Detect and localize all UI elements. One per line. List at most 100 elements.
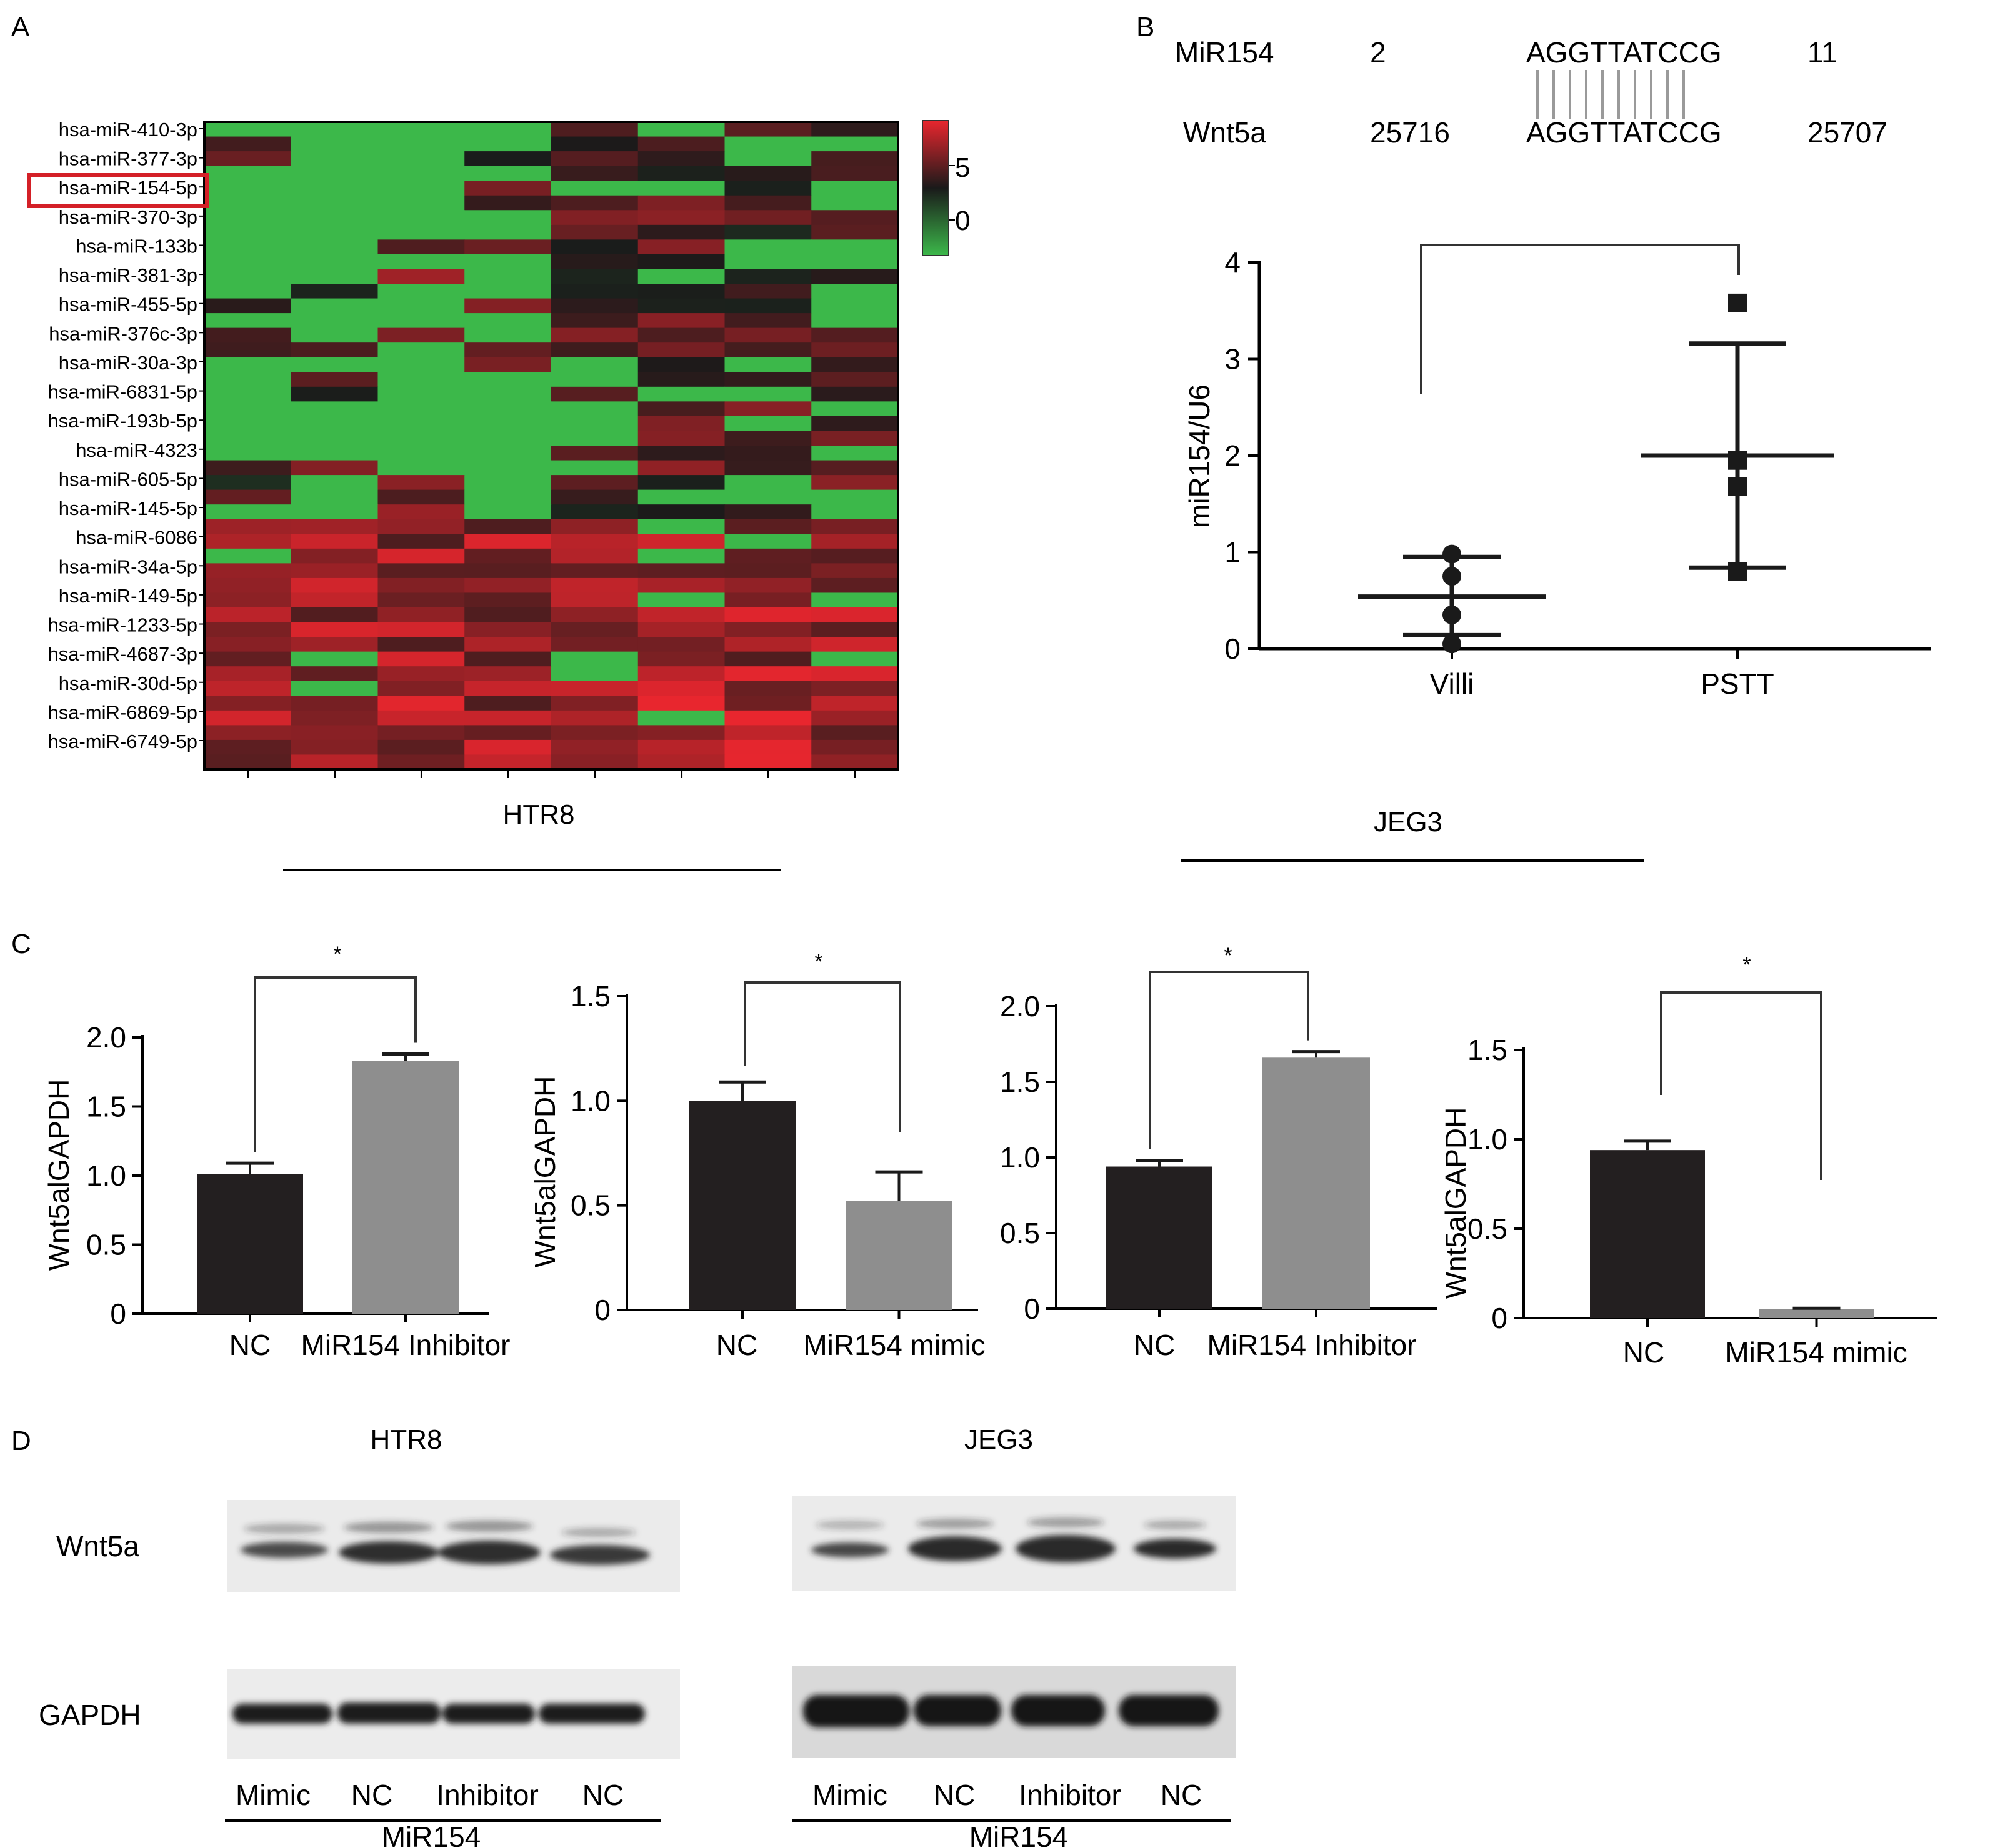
heatmap-cell <box>377 269 465 284</box>
data-point <box>1728 293 1747 312</box>
significance-star: * <box>814 950 822 974</box>
heatmap-cell <box>551 342 639 358</box>
heatmap-cell <box>377 416 465 432</box>
heatmap-cell <box>464 696 552 711</box>
heatmap-cell <box>637 372 726 387</box>
heatmap-cell <box>377 136 465 152</box>
heatmap-cell <box>551 637 639 652</box>
heatmap-cell <box>551 696 639 711</box>
heatmap-cell <box>291 284 379 299</box>
y-axis-title: Wnt5alGAPDH <box>529 1076 561 1268</box>
heatmap-cell <box>637 327 726 343</box>
heatmap-cell <box>204 696 292 711</box>
heatmap-cell <box>551 475 639 491</box>
heatmap-row-label: hsa-miR-145-5p <box>59 497 197 519</box>
heatmap-cell <box>377 327 465 343</box>
heatmap-cell <box>811 534 899 549</box>
heatmap-cell <box>811 577 899 594</box>
heatmap-cell <box>204 637 292 652</box>
heatmap-cell <box>291 136 379 152</box>
heatmap-cell <box>637 681 726 696</box>
heatmap-row-label: hsa-miR-193b-5p <box>48 410 198 432</box>
y-tick-label: 1.5 <box>1467 1034 1507 1066</box>
heatmap-cell <box>637 651 726 667</box>
heatmap-cell <box>204 651 292 667</box>
scatter-chart-b: 0 1 2 3 4 miR154/U6 Villi PSTT <box>1183 244 1931 700</box>
heatmap-cell <box>377 696 465 711</box>
colorbar-label-5: 5 <box>955 152 970 183</box>
heatmap-cell <box>724 681 812 696</box>
heatmap-cell <box>637 548 726 564</box>
heatmap-row-label: hsa-miR-410-3p <box>59 119 197 141</box>
heatmap-cell <box>464 401 552 417</box>
heatmap-cell <box>464 607 552 623</box>
heatmap-cell <box>811 739 899 756</box>
heatmap-cell <box>464 651 552 667</box>
heatmap-row-label: hsa-miR-149-5p <box>59 585 197 607</box>
heatmap-cell <box>204 269 292 284</box>
bar-chart-c1: 0 0.5 1.0 1.5 2.0 Wnt5alGAPDH NC MiR154 Inhibit… <box>42 942 510 1361</box>
heatmap-cell <box>724 181 812 196</box>
heatmap-cell <box>204 401 292 417</box>
heatmap-cell <box>291 446 379 461</box>
heatmap-cell <box>291 298 379 314</box>
heatmap-cell <box>811 681 899 696</box>
seq-name-wnt5a: Wnt5a <box>1183 116 1266 149</box>
heatmap-cell <box>551 151 639 167</box>
heatmap-cell <box>637 181 726 196</box>
y-tick-label: 1.0 <box>86 1159 126 1192</box>
heatmap-cell <box>464 284 552 299</box>
y-tick-label: 1 <box>1224 536 1241 569</box>
heatmap-cell <box>291 401 379 417</box>
blot-title-jeg3: JEG3 <box>964 1424 1033 1455</box>
heatmap-cell <box>291 489 379 505</box>
heatmap-cell <box>724 210 812 226</box>
heatmap-cell <box>464 563 552 579</box>
heatmap-cell <box>637 577 726 594</box>
heatmap-cell <box>551 401 639 417</box>
heatmap-cell <box>464 622 552 637</box>
heatmap-cell <box>204 210 292 226</box>
heatmap-cell <box>291 681 379 696</box>
bar-chart-c2: 0 0.5 1.0 1.5 Wnt5alGAPDH NC MiR154 mimic * <box>529 950 986 1361</box>
heatmap-cell <box>377 298 465 314</box>
heatmap-cell <box>724 298 812 314</box>
heatmap-cell <box>377 489 465 505</box>
heatmap-row-label: hsa-miR-370-3p <box>59 206 197 228</box>
heatmap-cell <box>464 416 552 432</box>
heatmap-cell <box>551 386 639 402</box>
lane-label-jeg3-3: Inhibitor <box>1019 1779 1121 1811</box>
heatmap-row-label: hsa-miR-6831-5p <box>48 381 198 403</box>
heatmap-cell <box>637 357 726 372</box>
x-tick-label: MiR154 mimic <box>803 1329 985 1361</box>
bar <box>689 1101 796 1310</box>
heatmap-cell <box>377 284 465 299</box>
heatmap-cell <box>464 710 552 726</box>
heatmap-cell <box>637 475 726 491</box>
significance-star: * <box>1742 953 1751 977</box>
heatmap-cell <box>464 224 552 240</box>
heatmap-cell <box>811 284 899 299</box>
heatmap-cell <box>464 386 552 402</box>
heatmap-cell <box>464 637 552 652</box>
heatmap-cell <box>204 327 292 343</box>
y-tick-label: 3 <box>1224 343 1241 376</box>
heatmap-cell <box>637 739 726 756</box>
heatmap-cell <box>204 122 292 137</box>
lane-label-jeg3-4: NC <box>1161 1779 1202 1811</box>
heatmap-cell <box>204 136 292 152</box>
lane-label-htr8-1: Mimic <box>236 1779 311 1811</box>
heatmap-cell <box>811 446 899 461</box>
heatmap-cell <box>551 372 639 387</box>
heatmap-cell <box>724 327 812 343</box>
heatmap-cell <box>551 681 639 696</box>
bar <box>1759 1309 1874 1318</box>
heatmap-row-label: hsa-miR-6869-5p <box>48 701 198 723</box>
heatmap-cell <box>377 446 465 461</box>
heatmap-cell <box>811 254 899 270</box>
significance-bracket <box>1660 991 1822 1180</box>
significance-star: * <box>333 942 341 966</box>
seq-end-wnt5a: 25707 <box>1807 116 1887 149</box>
heatmap-cell <box>377 725 465 741</box>
heatmap-row-labels: hsa-miR-410-3p hsa-miR-377-3p hsa-miR-154-… <box>48 119 204 752</box>
